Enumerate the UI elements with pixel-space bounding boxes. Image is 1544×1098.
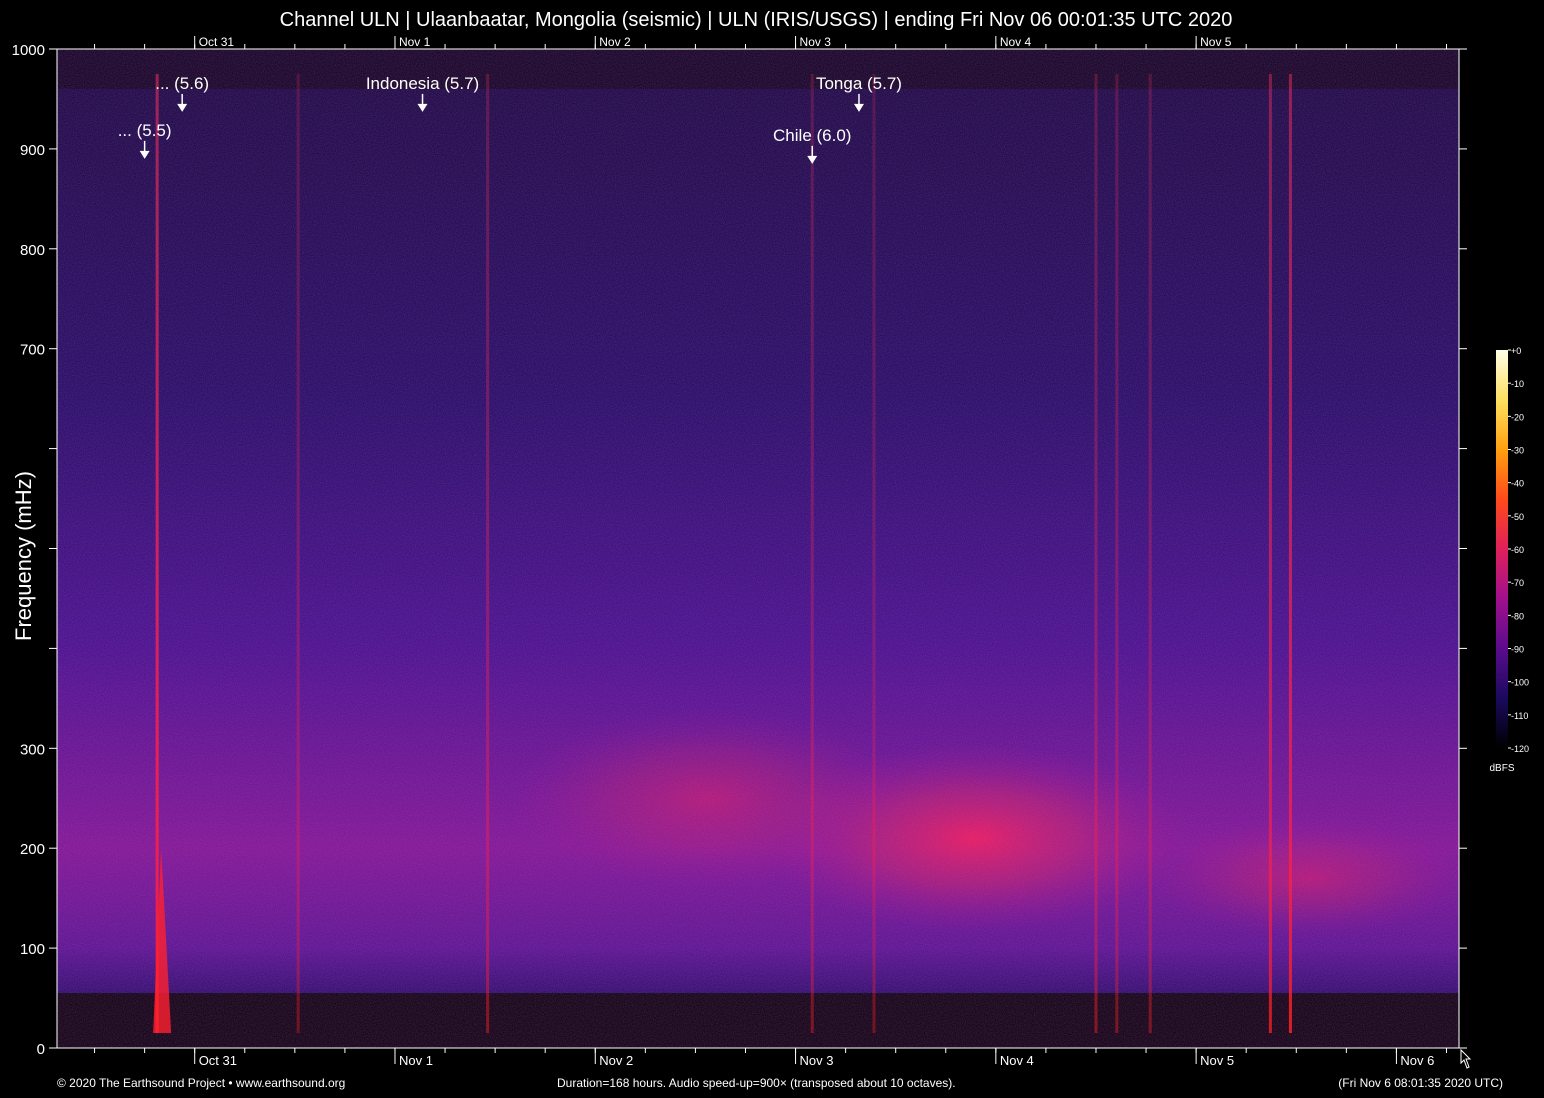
plot-area xyxy=(57,49,1469,1048)
x-day-label: Nov 4 xyxy=(1000,1053,1034,1068)
footer-copyright: © 2020 The Earthsound Project • www.eart… xyxy=(57,1076,346,1090)
y-tick-label: 900 xyxy=(20,142,45,159)
colorbar-tick-label: +0 xyxy=(1511,346,1521,356)
chart-title: Channel ULN | Ulaanbaatar, Mongolia (sei… xyxy=(279,9,1233,31)
footer-duration: Duration=168 hours. Audio speed-up=900× … xyxy=(557,1076,956,1090)
event-lines xyxy=(153,73,1292,1034)
colorbar-tick-label: -50 xyxy=(1511,512,1524,522)
top-axis: Oct 31 Nov 1 Nov 2 Nov 3 Nov 4 Nov 5 xyxy=(94,35,1447,49)
colorbar-tick-label: -120 xyxy=(1511,744,1529,754)
y-tick-label: 800 xyxy=(20,242,45,259)
event-line xyxy=(1268,73,1272,1034)
colorbar-tick-label: -110 xyxy=(1511,711,1528,721)
y-tick-label: 1000 xyxy=(12,42,45,59)
colorbar-tick-label: -30 xyxy=(1511,446,1524,456)
arrow-down-icon xyxy=(139,150,150,159)
colorbar: +0 -10 -20 -30 -40 -50 -60 -70 -80 -90 -100 -110 -12… xyxy=(1489,346,1529,774)
top-day-label: Oct 31 xyxy=(199,35,235,49)
y-tick-label: 300 xyxy=(20,741,45,758)
y-tick-label: 100 xyxy=(20,941,45,958)
y-tick-label: 0 xyxy=(37,1041,45,1058)
cursor-icon xyxy=(1460,1048,1472,1069)
event-line xyxy=(486,73,490,1034)
arrow-down-icon xyxy=(417,103,428,112)
event-annotation-label: Indonesia (5.7) xyxy=(366,74,479,93)
spectrogram-noise xyxy=(57,49,1459,1048)
arrow-down-icon xyxy=(853,103,864,112)
x-day-label: Nov 2 xyxy=(599,1053,633,1068)
event-line xyxy=(1115,73,1119,1034)
colorbar-tick-label: -10 xyxy=(1511,379,1524,389)
colorbar-tick-label: -90 xyxy=(1511,645,1524,655)
top-day-label: Nov 4 xyxy=(1000,35,1032,49)
colorbar-tick-label: -100 xyxy=(1511,678,1529,688)
event-annotation-label: Tonga (5.7) xyxy=(816,74,902,93)
x-axis: Oct 31 Nov 1 Nov 2 Nov 3 Nov 4 Nov 5 Nov 6 xyxy=(94,1048,1447,1068)
colorbar-tick-label: -70 xyxy=(1511,578,1524,588)
y-tick-label: 200 xyxy=(20,841,45,858)
y-tick-label: 700 xyxy=(20,342,45,359)
event-line xyxy=(296,73,300,1034)
top-day-label: Nov 1 xyxy=(399,35,431,49)
arrow-down-icon xyxy=(177,103,188,112)
event-line xyxy=(1148,73,1152,1034)
arrow-down-icon xyxy=(807,155,818,164)
event-annotation-label: Chile (6.0) xyxy=(773,126,851,145)
x-day-label: Oct 31 xyxy=(199,1053,237,1068)
event-line xyxy=(1288,73,1292,1034)
event-surface-wave xyxy=(153,848,172,1034)
x-day-label: Nov 1 xyxy=(399,1053,433,1068)
x-day-label: Nov 5 xyxy=(1200,1053,1234,1068)
y-axis: 0 100 200 300 700 800 900 1000 xyxy=(12,42,1467,1058)
y-axis-label: Frequency (mHz) xyxy=(11,471,36,641)
event-line xyxy=(1094,73,1098,1034)
footer-timestamp: (Fri Nov 6 08:01:35 2020 UTC) xyxy=(1338,1076,1503,1090)
colorbar-tick-label: -60 xyxy=(1511,545,1524,555)
x-day-label: Nov 6 xyxy=(1400,1053,1434,1068)
annotations: ... (5.5) ... (5.6) Indonesia (5.7) Chile (… xyxy=(118,74,902,164)
colorbar-gradient xyxy=(1496,350,1508,748)
colorbar-tick-label: -20 xyxy=(1511,412,1524,422)
colorbar-unit-label: dBFS xyxy=(1489,763,1514,774)
top-day-label: Nov 3 xyxy=(800,35,832,49)
colorbar-tick-label: -40 xyxy=(1511,479,1524,489)
event-annotation-label: ... (5.5) xyxy=(118,121,172,140)
colorbar-tick-label: -80 xyxy=(1511,611,1524,621)
top-day-label: Nov 2 xyxy=(599,35,631,49)
event-line xyxy=(155,73,159,1034)
top-day-label: Nov 5 xyxy=(1200,35,1232,49)
event-annotation-label: ... (5.6) xyxy=(155,74,209,93)
event-line xyxy=(810,73,814,1034)
event-line xyxy=(872,73,876,1034)
x-day-label: Nov 3 xyxy=(800,1053,834,1068)
